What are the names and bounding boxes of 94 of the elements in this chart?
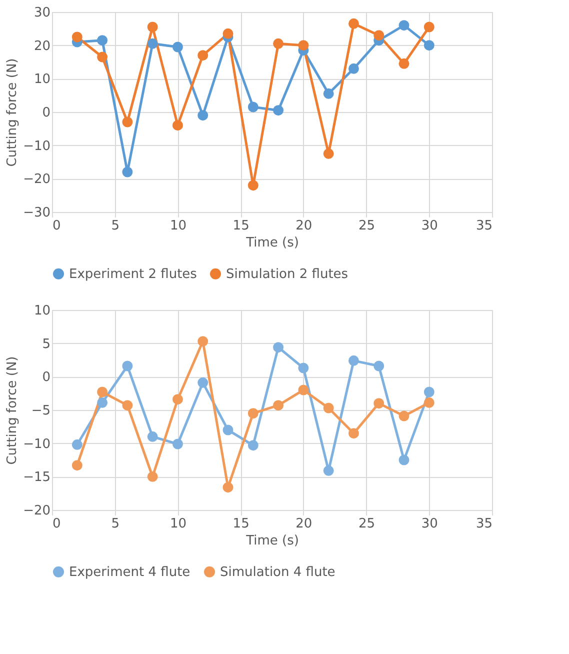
y-tick-label: −5	[31, 404, 50, 418]
point	[323, 402, 334, 414]
point	[97, 35, 108, 46]
point	[374, 30, 384, 41]
point	[72, 439, 82, 450]
point	[172, 438, 183, 450]
x-tick-label: 35	[476, 516, 492, 532]
y-tick-label: −20	[23, 172, 50, 188]
point	[398, 20, 410, 31]
y-axis-title: Cutting force (N)	[5, 356, 20, 465]
point	[323, 148, 334, 159]
y-axis-title: Cutting force (N)	[5, 58, 20, 167]
point	[424, 386, 434, 398]
point	[348, 355, 359, 366]
point	[198, 50, 208, 61]
point	[248, 440, 258, 451]
x-tick-label: 5	[111, 516, 120, 532]
point	[424, 40, 434, 51]
point	[398, 58, 410, 69]
x-tick-label: 20	[296, 218, 312, 234]
legend-label: Experiment 2 flutes	[69, 266, 198, 282]
point	[172, 42, 183, 52]
point	[348, 18, 359, 29]
y-tick-label: −15	[23, 470, 50, 486]
point	[348, 63, 359, 74]
y-tick-label: 0	[42, 370, 50, 386]
legend-label: Simulation 4 flute	[220, 564, 336, 580]
x-tick-label: 15	[232, 218, 250, 234]
point	[147, 471, 158, 482]
x-axis-title: Time (s)	[245, 236, 299, 250]
point	[198, 336, 208, 347]
point	[374, 398, 384, 409]
point	[298, 384, 309, 396]
x-tick-label: 15	[232, 516, 250, 532]
point	[198, 110, 208, 121]
point	[374, 360, 384, 372]
x-axis-title: Time (s)	[245, 534, 299, 548]
point	[398, 410, 410, 422]
y-tick-label: −10	[23, 138, 50, 154]
point	[72, 460, 82, 471]
point	[222, 28, 234, 39]
point	[97, 397, 108, 408]
point	[172, 120, 183, 131]
point	[248, 180, 258, 191]
point	[323, 465, 334, 476]
x-tick-label: 25	[358, 218, 376, 234]
point	[273, 105, 284, 116]
point	[398, 454, 410, 466]
y-tick-label: −30	[23, 206, 50, 220]
x-tick-label: 30	[421, 218, 438, 234]
point	[122, 400, 133, 411]
y-tick-label: 20	[34, 38, 50, 54]
x-tick-label: 10	[170, 516, 186, 532]
x-tick-label: 0	[52, 218, 61, 234]
point	[273, 38, 284, 49]
x-tick-label: 35	[476, 218, 492, 234]
point	[424, 22, 434, 32]
point	[147, 431, 158, 442]
legend-label: Experiment 4 flute	[69, 564, 190, 580]
y-tick-label: 30	[34, 6, 50, 20]
y-tick-label: −20	[23, 504, 50, 518]
point	[122, 166, 133, 178]
point	[273, 342, 284, 353]
y-tick-label: 0	[42, 106, 50, 120]
point	[147, 22, 158, 32]
point	[97, 386, 108, 398]
legend-label: Simulation 2 flutes	[226, 266, 348, 282]
point	[323, 88, 334, 99]
point	[122, 360, 133, 372]
point	[248, 408, 258, 419]
x-tick-label: 5	[111, 218, 120, 234]
point	[248, 102, 258, 112]
point	[122, 116, 133, 128]
point	[222, 424, 234, 436]
x-tick-label: 20	[296, 516, 312, 532]
y-tick-label: −10	[23, 436, 50, 452]
y-tick-label: 10	[34, 304, 50, 318]
point	[424, 397, 434, 408]
point	[298, 40, 309, 51]
point	[172, 394, 183, 405]
point	[198, 377, 208, 388]
y-tick-label: 5	[42, 336, 50, 352]
point	[222, 482, 234, 493]
point	[298, 362, 309, 374]
x-tick-label: 10	[170, 218, 186, 234]
point	[273, 400, 284, 411]
x-tick-label: 30	[421, 516, 438, 532]
point	[348, 428, 359, 439]
x-tick-label: 25	[358, 516, 376, 532]
point	[147, 38, 158, 49]
x-tick-label: 0	[52, 516, 61, 532]
point	[72, 32, 82, 42]
y-tick-label: 10	[34, 72, 50, 88]
point	[97, 52, 108, 62]
